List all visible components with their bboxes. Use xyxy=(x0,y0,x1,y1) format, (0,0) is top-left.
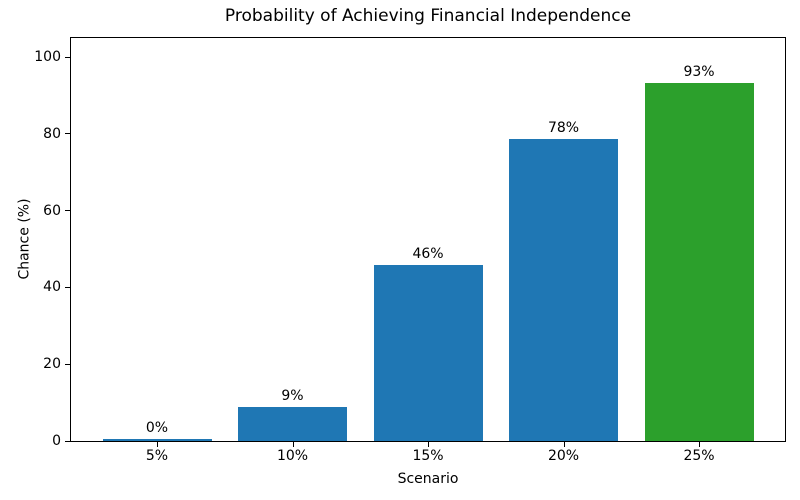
bar-20% xyxy=(509,138,618,441)
x-tick-label: 20% xyxy=(547,448,580,464)
bar-value-label: 0% xyxy=(145,420,169,437)
y-tick-mark xyxy=(65,363,70,365)
y-tick-label: 40 xyxy=(43,279,61,296)
chart-title: Probability of Achieving Financial Indep… xyxy=(224,6,632,26)
y-tick-mark xyxy=(65,56,70,58)
plot-area: 0% 9% 46% 78% 93% xyxy=(70,37,786,442)
bar-value-label: 78% xyxy=(547,119,580,136)
x-tick-label: 25% xyxy=(683,448,715,464)
bar-5% xyxy=(102,439,212,441)
x-tick-label: 15% xyxy=(412,448,444,464)
y-tick-label: 60 xyxy=(43,202,61,219)
bar-10% xyxy=(238,406,347,441)
bar-value-label: 93% xyxy=(683,63,715,80)
y-tick-mark xyxy=(65,210,70,212)
y-tick-label: 20 xyxy=(43,356,61,373)
x-tick-label: 5% xyxy=(145,448,169,464)
y-tick-mark xyxy=(65,286,70,288)
y-tick-label: 80 xyxy=(43,125,61,142)
bar-15% xyxy=(373,265,483,441)
y-tick-label: 0 xyxy=(52,433,61,449)
x-axis-label: Scenario xyxy=(397,471,459,487)
bar-value-label: 9% xyxy=(281,387,304,404)
plot-inner: 0% 9% 46% 78% 93% xyxy=(71,38,785,441)
x-tick-mark xyxy=(699,442,700,447)
y-tick-mark xyxy=(65,133,70,135)
x-tick-mark xyxy=(157,442,158,447)
x-tick-mark xyxy=(292,442,294,447)
bar-25% xyxy=(644,82,754,441)
bar-value-label: 46% xyxy=(412,246,444,263)
x-tick-mark xyxy=(428,442,429,447)
x-tick-label: 10% xyxy=(276,448,309,464)
y-tick-mark xyxy=(65,440,70,442)
x-tick-mark xyxy=(563,442,565,447)
y-tick-label: 100 xyxy=(34,49,61,65)
